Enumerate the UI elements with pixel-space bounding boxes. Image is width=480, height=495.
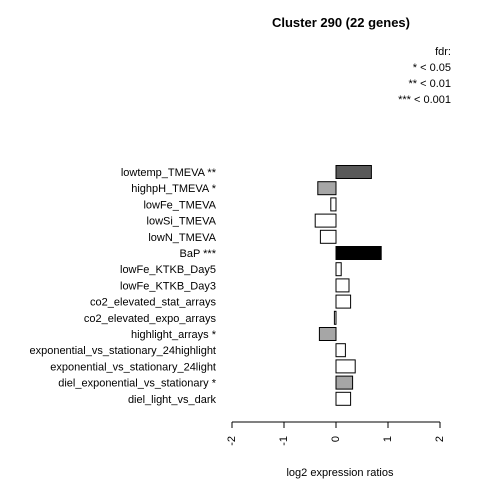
category-label-14: diel_light_vs_dark	[128, 394, 217, 406]
category-label-13: diel_exponential_vs_stationary *	[58, 378, 216, 390]
category-label-8: co2_elevated_stat_arrays	[90, 297, 216, 309]
category-label-4: lowN_TMEVA	[148, 232, 216, 244]
bar-6	[335, 262, 342, 277]
bar-3	[314, 213, 337, 228]
bars	[314, 165, 382, 406]
category-label-7: lowFe_KTKB_Day3	[120, 280, 216, 292]
x-tick-label-0: -2	[226, 436, 238, 446]
category-label-1: highpH_TMEVA *	[131, 183, 217, 195]
x-tick-label-2: 0	[330, 436, 342, 442]
bar-1	[317, 181, 337, 196]
bar-4	[319, 229, 337, 244]
bar-7	[335, 278, 350, 293]
x-tick-label-1: -1	[278, 436, 290, 446]
bar-11	[335, 343, 346, 358]
bar-9	[333, 310, 337, 325]
x-axis-title: log2 expression ratios	[286, 467, 394, 479]
bar-12	[335, 359, 356, 374]
category-label-9: co2_elevated_expo_arrays	[84, 313, 217, 325]
category-label-5: BaP ***	[180, 248, 217, 260]
category-label-6: lowFe_KTKB_Day5	[120, 264, 216, 276]
bar-5	[335, 246, 382, 260]
category-label-0: lowtemp_TMEVA **	[121, 167, 217, 179]
category-label-3: lowSi_TMEVA	[147, 216, 217, 228]
category-label-11: exponential_vs_stationary_24highlight	[29, 345, 216, 357]
bar-13	[335, 375, 354, 390]
legend-entry-1: ** < 0.01	[408, 78, 451, 90]
bar-8	[335, 294, 352, 309]
x-axis: -2 -1 0 1 2	[226, 421, 446, 446]
legend-entry-2: *** < 0.001	[398, 94, 451, 106]
category-labels: lowtemp_TMEVA ** highpH_TMEVA * lowFe_TMEV…	[29, 167, 216, 406]
category-label-2: lowFe_TMEVA	[143, 199, 216, 211]
bar-2	[330, 197, 337, 212]
legend-entry-0: * < 0.05	[413, 62, 451, 74]
x-tick-label-3: 1	[382, 436, 394, 442]
category-label-10: highlight_arrays *	[131, 329, 217, 341]
legend: fdr: * < 0.05 ** < 0.01 *** < 0.001	[398, 46, 451, 106]
x-tick-label-4: 2	[434, 436, 446, 442]
bar-14	[335, 391, 352, 406]
bar-10	[318, 327, 337, 341]
category-label-12: exponential_vs_stationary_24light	[50, 361, 216, 373]
legend-title: fdr:	[435, 46, 451, 58]
bar-0	[335, 165, 372, 179]
chart-title: Cluster 290 (22 genes)	[272, 15, 410, 30]
